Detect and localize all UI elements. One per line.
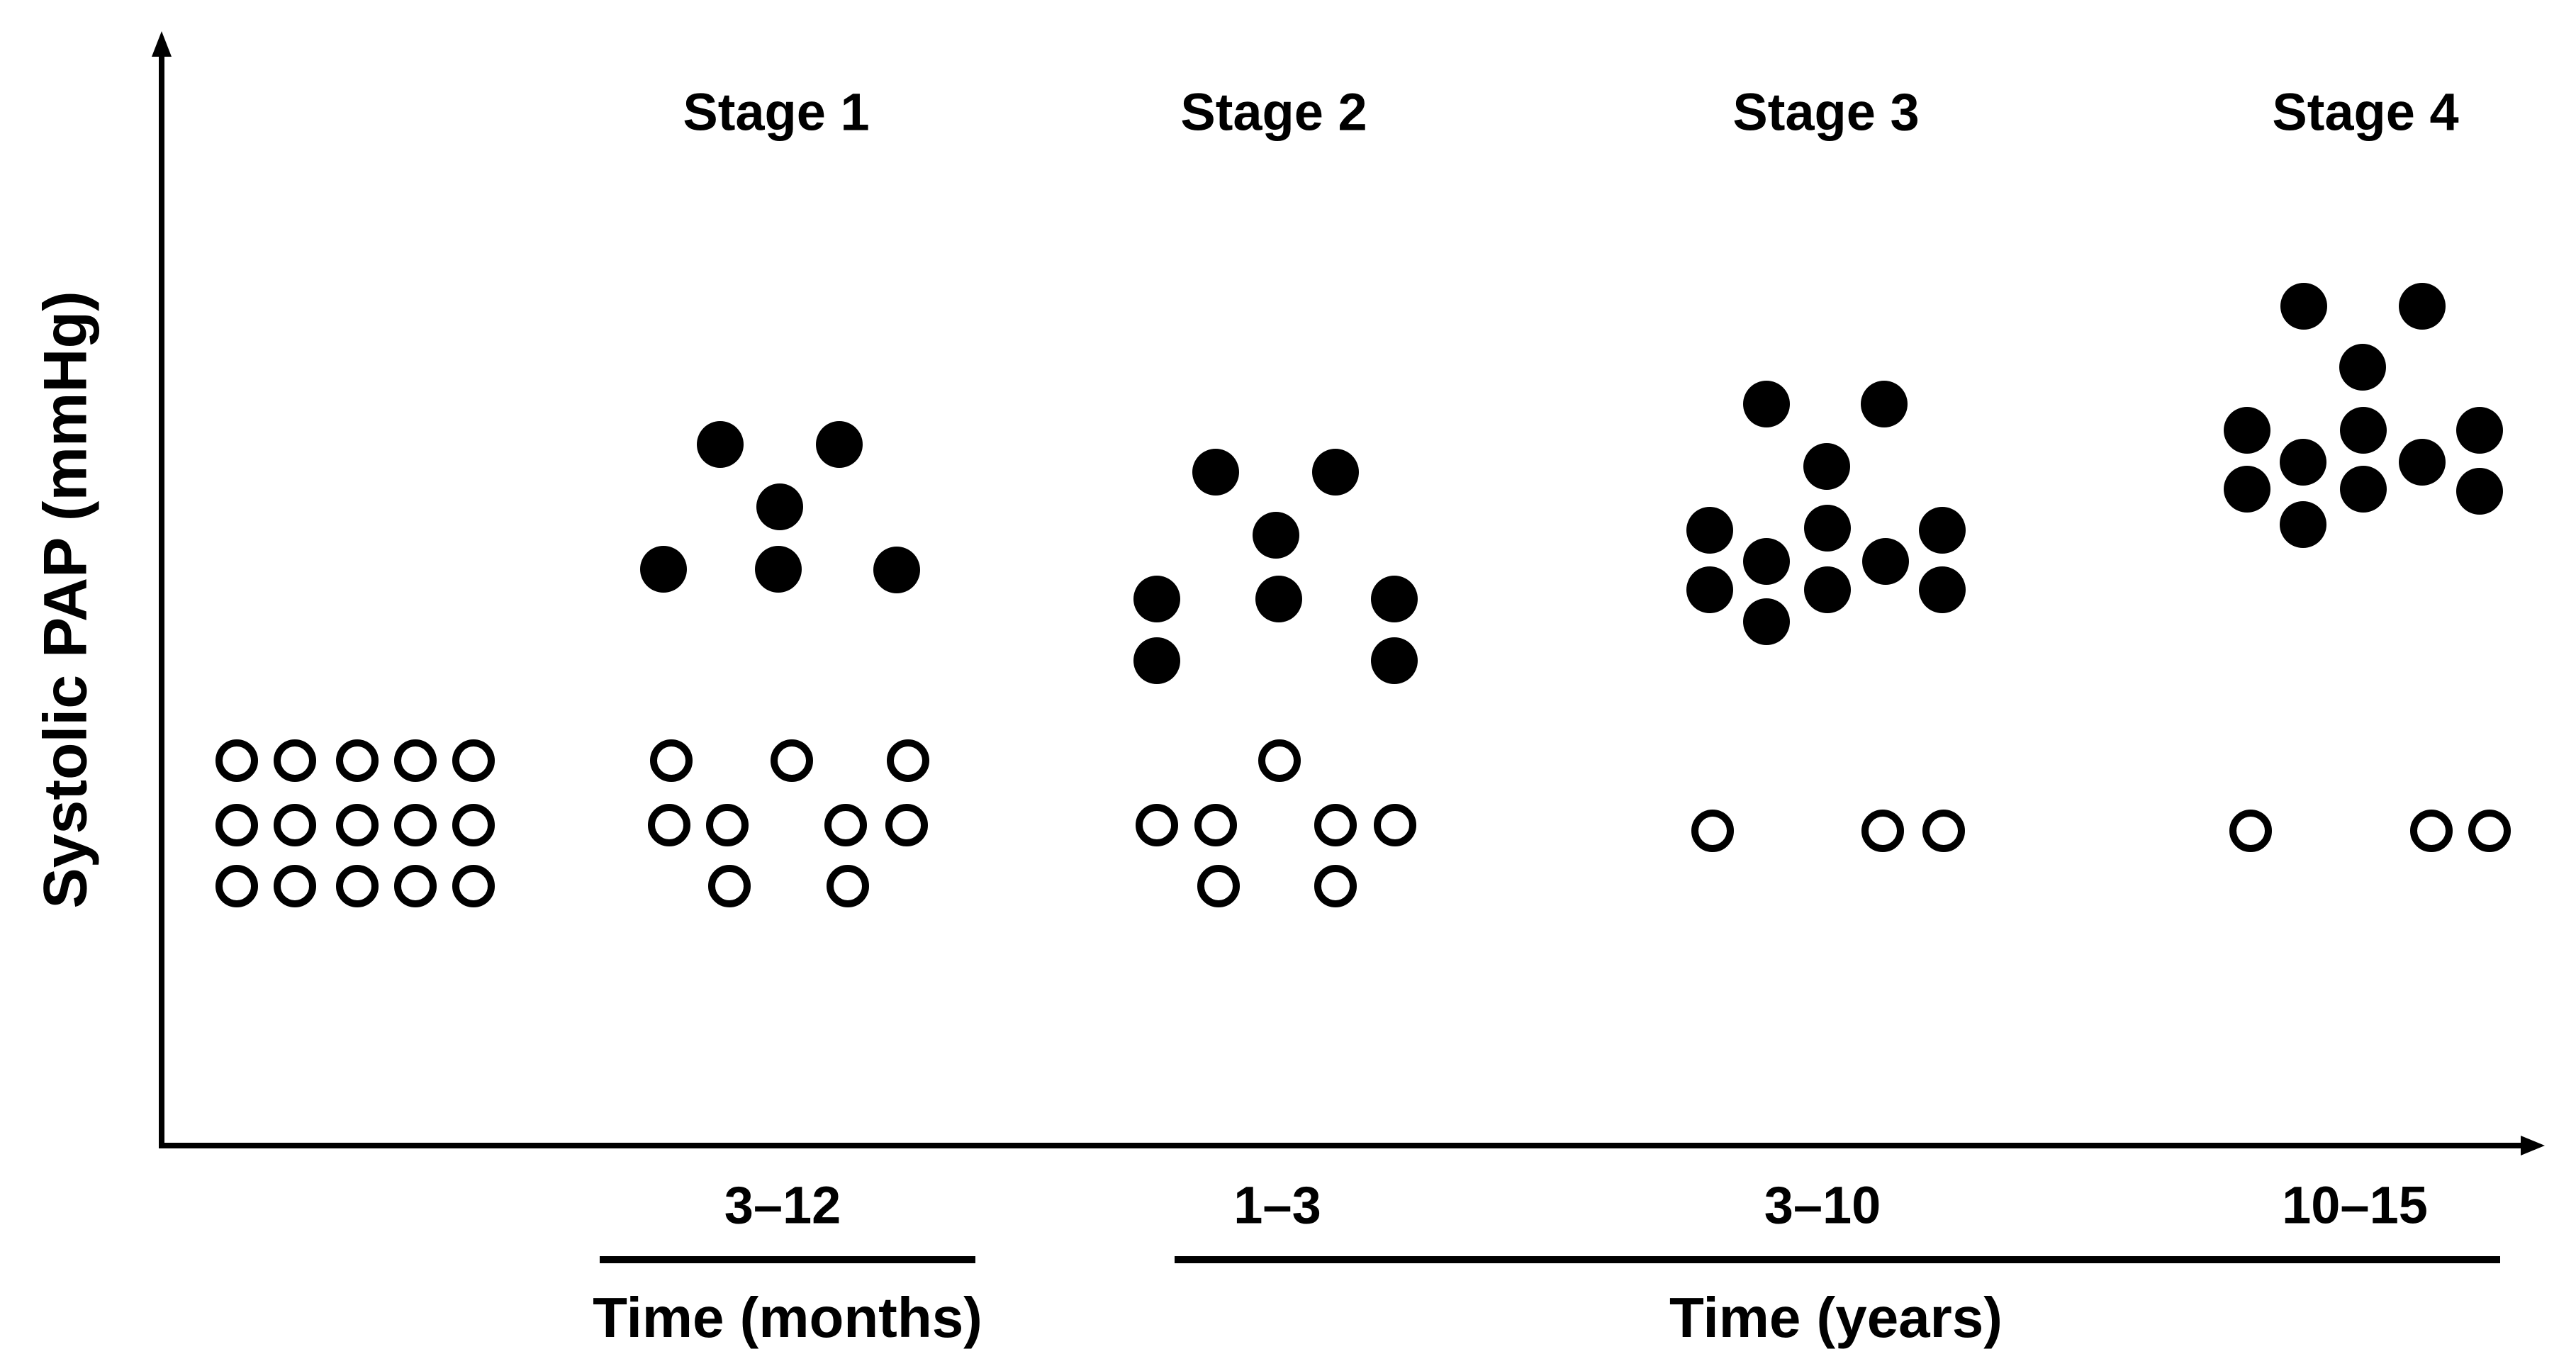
open-dot-baseline <box>215 865 258 907</box>
filled-dot-stage-1 <box>873 547 920 593</box>
filled-dot-stage-3 <box>1686 507 1733 554</box>
filled-dot-stage-3 <box>1743 598 1790 645</box>
filled-dot-stage-3 <box>1862 538 1909 585</box>
open-dot-stage-1 <box>824 804 867 846</box>
open-dot-baseline <box>394 865 437 907</box>
open-dot-stage-2 <box>1197 865 1240 907</box>
filled-dot-stage-2 <box>1371 576 1418 622</box>
filled-dot-stage-1 <box>756 483 803 530</box>
stage-label-3: Stage 3 <box>1732 82 1920 142</box>
open-dot-stage-2 <box>1258 739 1301 782</box>
open-dot-stage-2 <box>1374 804 1416 846</box>
filled-dot-stage-3 <box>1686 566 1733 613</box>
open-dot-stage-1 <box>827 865 869 907</box>
filled-dot-stage-2 <box>1371 637 1418 684</box>
filled-dot-stage-4 <box>2340 466 2387 513</box>
open-dot-baseline <box>394 804 437 846</box>
x-axis-caption-years: Time (years) <box>1669 1286 2003 1349</box>
x-axis-caption-months: Time (months) <box>593 1286 982 1349</box>
open-dot-baseline <box>394 739 437 782</box>
stage-label-2: Stage 2 <box>1180 82 1367 142</box>
open-dot-stage-1 <box>771 739 813 782</box>
filled-dot-stage-3 <box>1743 538 1790 585</box>
open-dot-stage-2 <box>1194 804 1237 846</box>
open-dot-baseline <box>452 804 495 846</box>
stage-label-1: Stage 1 <box>683 82 870 142</box>
open-dot-stage-2 <box>1136 804 1178 846</box>
open-dot-stage-3 <box>1691 810 1734 852</box>
filled-dot-stage-1 <box>640 546 687 593</box>
open-dot-stage-1 <box>648 804 690 846</box>
filled-dot-stage-4 <box>2456 407 2503 454</box>
filled-dot-stage-2 <box>1255 576 1302 622</box>
open-dot-baseline <box>274 804 316 846</box>
filled-dot-stage-3 <box>1861 381 1908 427</box>
filled-dot-stage-3 <box>1919 507 1966 554</box>
open-dot-baseline <box>215 804 258 846</box>
filled-dot-stage-3 <box>1804 566 1851 613</box>
open-dot-stage-4 <box>2229 810 2272 852</box>
x-tick-label-stage1: 3–12 <box>724 1175 841 1235</box>
open-dot-stage-2 <box>1314 804 1357 846</box>
open-dot-baseline <box>215 739 258 782</box>
filled-dot-stage-2 <box>1253 512 1299 559</box>
x-tick-label-stage2: 1–3 <box>1233 1175 1321 1235</box>
open-dot-stage-1 <box>887 739 929 782</box>
filled-dot-stage-3 <box>1804 505 1851 552</box>
x-tick-label-stage4: 10–15 <box>2282 1175 2428 1235</box>
open-dot-stage-1 <box>708 865 751 907</box>
filled-dot-stage-4 <box>2399 283 2446 330</box>
filled-dot-stage-4 <box>2280 283 2327 330</box>
filled-dot-stage-2 <box>1192 449 1239 496</box>
open-dot-stage-1 <box>885 804 928 846</box>
open-dot-stage-3 <box>1922 810 1965 852</box>
open-dot-baseline <box>336 804 379 846</box>
filled-dot-stage-3 <box>1743 381 1790 427</box>
stage-label-4: Stage 4 <box>2272 82 2459 142</box>
open-dot-baseline <box>452 739 495 782</box>
filled-dot-stage-1 <box>697 421 744 468</box>
open-dot-baseline <box>274 739 316 782</box>
open-dot-baseline <box>336 739 379 782</box>
open-dot-baseline <box>452 865 495 907</box>
open-dot-baseline <box>336 865 379 907</box>
y-axis-arrowhead <box>152 31 172 57</box>
filled-dot-stage-3 <box>1803 443 1850 490</box>
open-dot-baseline <box>274 865 316 907</box>
filled-dot-stage-1 <box>755 546 802 593</box>
filled-dot-stage-2 <box>1133 637 1180 684</box>
x-axis-arrowhead <box>2521 1136 2545 1155</box>
filled-dot-stage-4 <box>2224 407 2270 454</box>
filled-dot-stage-4 <box>2339 344 2386 391</box>
filled-dot-stage-4 <box>2224 466 2270 513</box>
open-dot-stage-1 <box>650 739 693 782</box>
filled-dot-stage-4 <box>2280 439 2326 486</box>
filled-dot-stage-4 <box>2399 439 2446 486</box>
open-dot-stage-4 <box>2410 810 2453 852</box>
x-tick-label-stage3: 3–10 <box>1764 1175 1881 1235</box>
filled-dot-stage-2 <box>1133 576 1180 622</box>
open-dot-stage-2 <box>1314 865 1357 907</box>
filled-dot-stage-3 <box>1919 566 1966 613</box>
filled-dot-stage-4 <box>2456 468 2503 515</box>
open-dot-stage-1 <box>706 804 749 846</box>
filled-dot-stage-2 <box>1312 449 1359 496</box>
y-axis-label: Systolic PAP (mmHg) <box>31 291 100 909</box>
filled-dot-stage-4 <box>2340 407 2387 454</box>
open-dot-stage-4 <box>2468 810 2511 852</box>
open-dot-stage-3 <box>1861 810 1904 852</box>
filled-dot-stage-4 <box>2280 501 2326 548</box>
filled-dot-stage-1 <box>816 421 863 468</box>
